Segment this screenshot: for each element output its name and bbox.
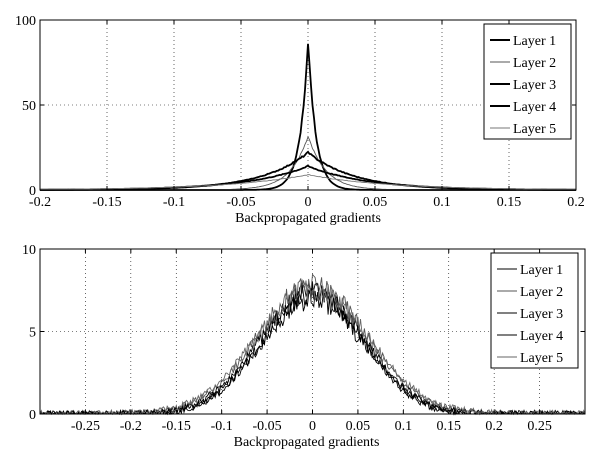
x-tick-label: -0.05 (252, 419, 281, 434)
x-axis-label: Backpropagated gradients (234, 435, 380, 450)
legend-label: Layer 1 (513, 34, 556, 49)
x-axis-label: Backpropagated gradients (235, 211, 381, 226)
x-tick-label: -0.15 (162, 419, 191, 434)
y-tick-label: 10 (22, 243, 36, 258)
legend-label: Layer 1 (520, 263, 563, 278)
x-tick-label: -0.1 (211, 419, 233, 434)
x-tick-label: 0.1 (395, 419, 413, 434)
x-tick-label: 0.05 (363, 195, 388, 210)
x-tick-label: -0.2 (120, 419, 142, 434)
legend-box (483, 23, 572, 140)
y-tick-label: 0 (29, 184, 36, 199)
legend-label: Layer 4 (513, 100, 556, 115)
x-tick-label: 0.1 (433, 195, 451, 210)
series-line-5 (39, 174, 577, 190)
legend-label: Layer 5 (513, 122, 556, 137)
x-tick-label: 0.15 (437, 419, 462, 434)
y-tick-label: 5 (29, 326, 36, 341)
legend-label: Layer 2 (513, 56, 556, 71)
y-tick-label: 0 (29, 408, 36, 423)
x-tick-label: 0.25 (527, 419, 552, 434)
x-tick-label: 0.2 (485, 419, 503, 434)
legend-label: Layer 3 (520, 307, 563, 322)
legend-label: Layer 2 (520, 285, 563, 300)
x-tick-label: -0.1 (163, 195, 185, 210)
legend-box (490, 252, 579, 369)
legend-label: Layer 4 (520, 329, 563, 344)
chart-top: -0.2 -0.15 -0.1 -0.05 0 0.05 0.1 0.15 0.2 0 50 100 B… (15, 14, 585, 226)
x-tick-label: 0.2 (567, 195, 585, 210)
x-tick-label: 0 (309, 419, 316, 434)
chart-bottom: -0.25 -0.2 -0.15 -0.1 -0.05 0 0.05 0.1 0.15 0.2 0.… (22, 243, 586, 450)
x-tick-label: -0.2 (29, 195, 51, 210)
y-tick-label: 100 (15, 14, 36, 29)
y-tick-label: 50 (22, 99, 36, 114)
x-tick-label: -0.15 (92, 195, 121, 210)
x-tick-label: -0.25 (71, 419, 100, 434)
legend-label: Layer 5 (520, 351, 563, 366)
x-tick-label: 0.05 (346, 419, 371, 434)
x-tick-label: -0.05 (226, 195, 255, 210)
legend-label: Layer 3 (513, 78, 556, 93)
x-tick-label: 0.15 (497, 195, 522, 210)
x-tick-label: 0 (305, 195, 312, 210)
